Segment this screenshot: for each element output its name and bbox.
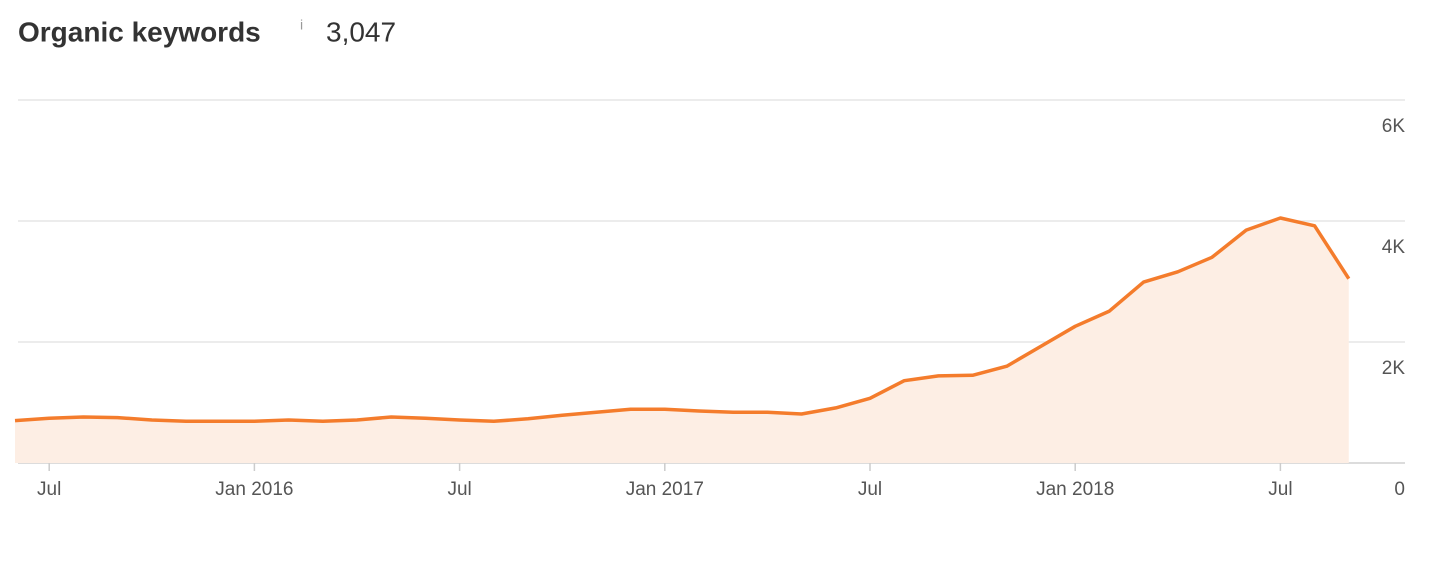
x-tick-label: Jul [1268, 479, 1292, 500]
summary-value: 3,047 [326, 16, 396, 47]
y-tick-label: 4K [1382, 237, 1406, 258]
x-tick-label: Jan 2016 [215, 479, 293, 500]
chart-title: Organic keywords [18, 16, 261, 47]
x-tick-label: Jul [37, 479, 61, 500]
y-tick-label: 6K [1382, 116, 1406, 137]
info-icon[interactable]: i [300, 17, 303, 33]
line [14, 216, 1351, 424]
y-tick-label: 2K [1382, 358, 1406, 379]
y-tick-label: 0 [1394, 479, 1405, 500]
area-fill [15, 218, 1349, 463]
x-tick-label: Jan 2018 [1036, 479, 1114, 500]
x-tick-label: Jul [447, 479, 471, 500]
x-tick-label: Jan 2017 [626, 479, 704, 500]
x-tick-label: Jul [858, 479, 882, 500]
